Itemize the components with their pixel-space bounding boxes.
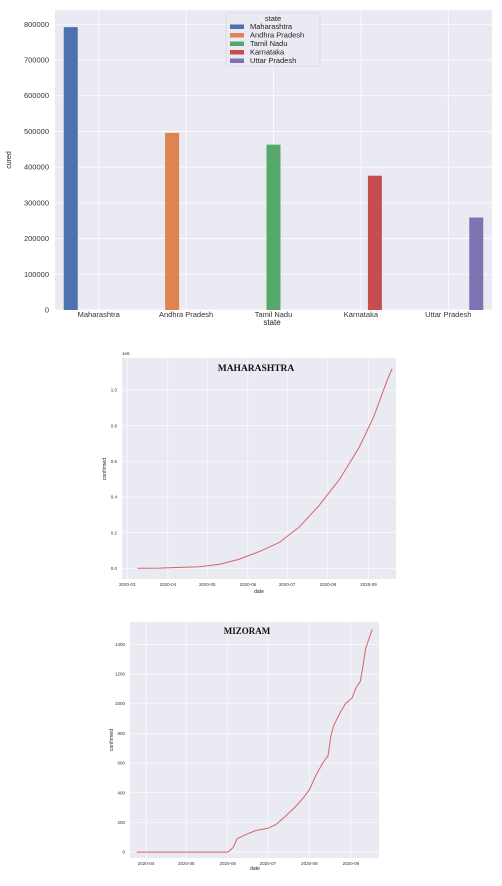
x-tick-label: 2020-05 [199, 582, 216, 587]
x-tick-label: Uttar Pradesh [425, 310, 471, 319]
y-tick-label: 800 [117, 731, 125, 736]
x-tick-label: 2020-04 [160, 582, 177, 587]
x-tick-label: Karnataka [344, 310, 379, 319]
legend-label: Tamil Nadu [250, 39, 288, 48]
x-tick-labels: 2020-04 2020-05 2020-06 2020-07 2020-08 2020-… [138, 861, 360, 866]
y-tick-label: 800000 [24, 20, 49, 29]
y-tick-label: 0.4 [111, 495, 118, 500]
y-tick-label: 0.0 [111, 566, 118, 571]
y-axis-label: cured [6, 151, 13, 169]
y-tick-labels: 0.0 0.2 0.4 0.6 0.8 1.0 [111, 388, 118, 571]
x-tick-label: 2020-07 [279, 582, 296, 587]
y-tick-label: 400000 [24, 163, 49, 172]
x-tick-label: 2020-07 [260, 861, 277, 866]
bar-maharashtra [63, 27, 78, 311]
y-tick-label: 0.2 [111, 530, 118, 535]
legend-swatch [230, 33, 244, 38]
y-tick-labels: 0 100000 200000 300000 400000 500000 600000 700… [24, 20, 49, 315]
x-tick-label: Tamil Nadu [255, 310, 293, 319]
y-tick-label: 700000 [24, 56, 49, 65]
y-axis-label: confirmed [102, 458, 108, 480]
bar-karnataka [367, 175, 382, 310]
gridlines [130, 622, 379, 858]
confirmed-line [136, 629, 373, 853]
bar-andhra-pradesh [165, 132, 180, 310]
y-tick-label: 300000 [24, 198, 49, 207]
y-tick-label: 400 [117, 790, 125, 795]
y-tick-label: 600000 [24, 91, 49, 100]
y-offset-label: 1e6 [122, 351, 130, 356]
mizoram-line-chart: 0 200 400 600 800 1000 1200 1400 2020-04 2020-05… [109, 622, 379, 872]
x-tick-label: Andhra Pradesh [159, 310, 213, 319]
x-tick-label: 2020-06 [240, 582, 257, 587]
legend-label: Andhra Pradesh [250, 31, 304, 40]
x-axis-label: state [263, 318, 281, 327]
legend-label: Uttar Pradesh [250, 56, 296, 65]
x-tick-label: Maharashtra [78, 310, 121, 319]
x-axis-label: date [254, 589, 264, 595]
bars [63, 27, 484, 311]
bar-tamil-nadu [266, 144, 281, 310]
x-axis-label: date [250, 866, 260, 872]
y-tick-label: 200000 [24, 234, 49, 243]
y-tick-label: 200 [117, 820, 125, 825]
x-tick-label: 2020-09 [360, 582, 377, 587]
x-tick-labels: Maharashtra Andhra Pradesh Tamil Nadu Karna… [78, 310, 472, 319]
chart-title: MAHARASHTRA [218, 364, 295, 374]
y-tick-label: 1000 [115, 701, 126, 706]
legend-swatch [230, 24, 244, 29]
confirmed-line [137, 368, 393, 569]
legend-swatch [230, 41, 244, 46]
x-tick-label: 2020-09 [343, 861, 360, 866]
y-tick-label: 600 [117, 761, 125, 766]
x-tick-label: 2020-06 [219, 861, 236, 866]
legend-box [225, 12, 321, 67]
y-tick-label: 0 [45, 306, 49, 315]
legend-title: state [265, 14, 281, 23]
maharashtra-line-chart: 0.0 0.2 0.4 0.6 0.8 1.0 2020-03 2020-04 2020-05… [102, 351, 396, 595]
y-tick-label: 1200 [115, 672, 126, 677]
x-tick-label: 2020-08 [320, 582, 337, 587]
x-tick-labels: 2020-03 2020-04 2020-05 2020-06 2020-07 2020-… [119, 582, 377, 587]
x-tick-label: 2020-04 [138, 861, 155, 866]
y-tick-label: 0 [122, 850, 125, 855]
y-tick-label: 500000 [24, 127, 49, 136]
legend-swatch [230, 58, 244, 63]
x-tick-label: 2020-05 [178, 861, 195, 866]
gridlines [122, 358, 396, 579]
x-tick-label: 2020-03 [119, 582, 136, 587]
chart-title: MIZORAM [224, 626, 271, 636]
legend-label: Maharashtra [250, 22, 293, 31]
y-tick-label: 1400 [115, 642, 126, 647]
cured-bar-chart: 0 100000 200000 300000 400000 500000 600000 700… [6, 10, 492, 327]
legend-swatch [230, 50, 244, 55]
legend-label: Karnataka [250, 48, 285, 57]
y-tick-labels: 0 200 400 600 800 1000 1200 1400 [115, 642, 126, 855]
y-tick-label: 100000 [24, 270, 49, 279]
y-tick-label: 0.8 [111, 423, 118, 428]
y-tick-label: 0.6 [111, 459, 118, 464]
plot-area [130, 622, 379, 858]
bar-uttar-pradesh [469, 217, 484, 310]
x-tick-label: 2020-08 [301, 861, 318, 866]
y-axis-label: confirmed [109, 729, 115, 751]
plot-area [122, 358, 396, 579]
y-tick-label: 1.0 [111, 388, 118, 393]
